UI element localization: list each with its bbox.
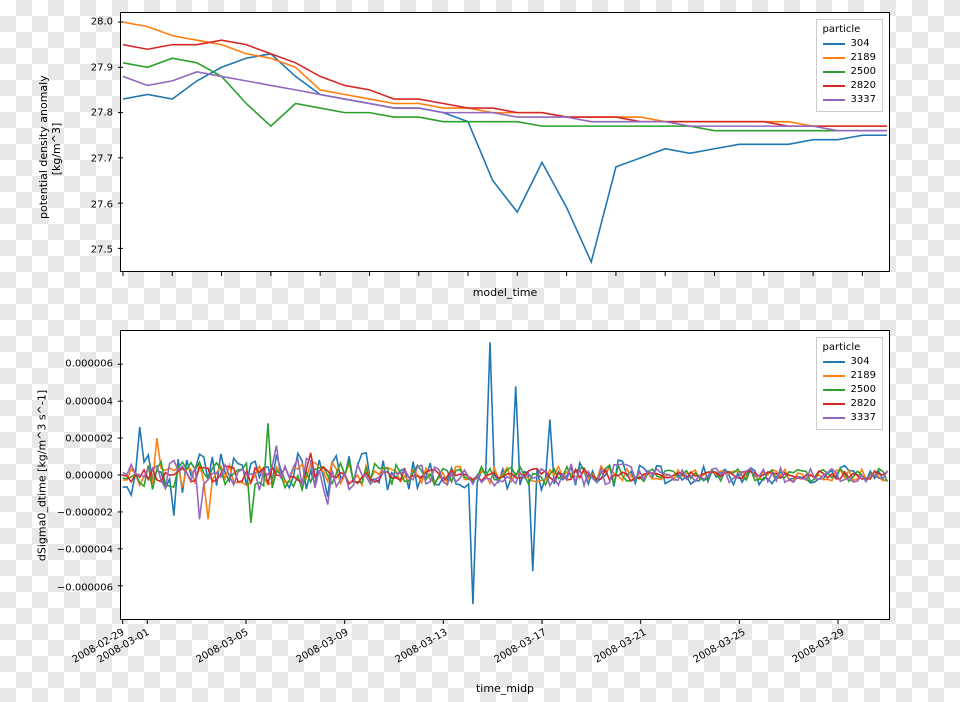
legend-swatch (823, 43, 845, 45)
legend-title: particle (823, 342, 876, 353)
legend-label: 2820 (851, 79, 876, 93)
ytick-label: 0.000004 (65, 396, 121, 407)
legend-label: 2500 (851, 383, 876, 397)
legend-label: 3337 (851, 411, 876, 425)
legend-item-2820: 2820 (823, 79, 876, 93)
legend-title: particle (823, 24, 876, 35)
series-2500 (123, 58, 887, 130)
ytick-label: 0.000002 (65, 433, 121, 444)
legend-label: 2189 (851, 51, 876, 65)
legend-bottom: particle 3042189250028203337 (816, 337, 883, 430)
ylabel-bottom: dSigma0_dtime [kg/m^3 s^-1] (36, 376, 49, 576)
axes-top: particle3042189250028203337 27.527.627.7… (120, 12, 890, 272)
ytick-label: 0.000000 (65, 471, 121, 482)
legend-swatch (823, 99, 845, 101)
plot-bottom (121, 331, 889, 619)
legend-swatch (823, 417, 845, 419)
legend-label: 2189 (851, 369, 876, 383)
legend-item-3337: 3337 (823, 93, 876, 107)
legend-label: 3337 (851, 93, 876, 107)
legend-swatch (823, 375, 845, 377)
legend-swatch (823, 403, 845, 405)
legend-swatch (823, 85, 845, 87)
legend-item-3337: 3337 (823, 411, 876, 425)
ylabel-top: potential density anomaly [kg/m^3] (37, 79, 63, 219)
legend-swatch (823, 71, 845, 73)
xlabel-bottom: time_midp (445, 682, 565, 695)
legend-item-2500: 2500 (823, 383, 876, 397)
ytick-label: 27.8 (91, 108, 121, 119)
axes-bottom: particle3042189250028203337 −0.000006−0.… (120, 330, 890, 620)
ytick-label: −0.000004 (57, 545, 121, 556)
ytick-label: 27.5 (91, 245, 121, 256)
legend-label: 2500 (851, 65, 876, 79)
legend-label: 2820 (851, 397, 876, 411)
ytick-label: 27.9 (91, 62, 121, 73)
legend-swatch (823, 361, 845, 363)
legend-label: 304 (851, 355, 870, 369)
figure: particle3042189250028203337 27.527.627.7… (0, 0, 960, 702)
legend-label: 304 (851, 37, 870, 51)
legend-item-304: 304 (823, 355, 876, 369)
ytick-label: −0.000006 (57, 582, 121, 593)
ytick-label: 27.6 (91, 199, 121, 210)
legend-swatch (823, 389, 845, 391)
ytick-label: 0.000006 (65, 359, 121, 370)
legend-swatch (823, 57, 845, 59)
legend-item-2189: 2189 (823, 51, 876, 65)
legend-top: particle 3042189250028203337 (816, 19, 883, 112)
ytick-label: −0.000002 (57, 508, 121, 519)
xlabel-top: model_time (445, 286, 565, 299)
legend-item-2189: 2189 (823, 369, 876, 383)
series-304 (123, 54, 887, 262)
plot-top (121, 13, 889, 271)
legend-item-2500: 2500 (823, 65, 876, 79)
ytick-label: 27.7 (91, 153, 121, 164)
legend-item-304: 304 (823, 37, 876, 51)
ytick-label: 28.0 (91, 17, 121, 28)
legend-item-2820: 2820 (823, 397, 876, 411)
